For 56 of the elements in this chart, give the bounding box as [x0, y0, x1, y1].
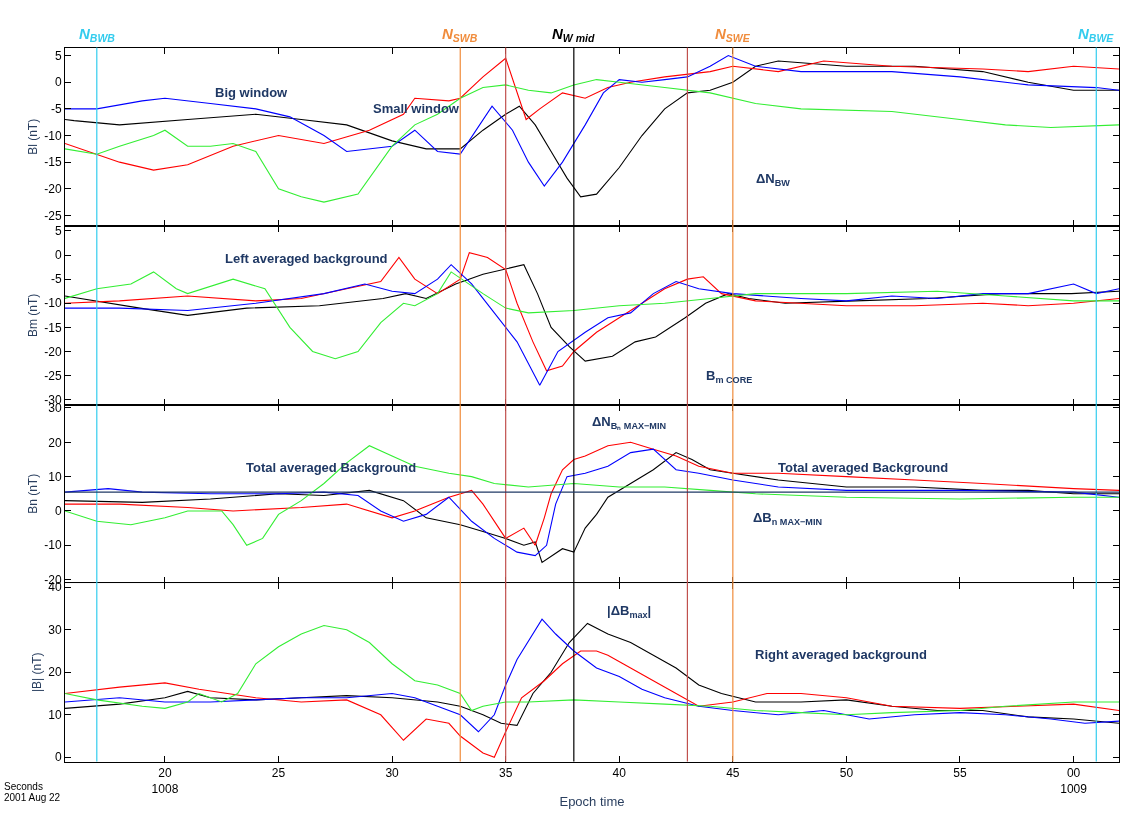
x-tick-label: 45 — [726, 765, 740, 780]
x-tick-label: 25 — [271, 765, 286, 780]
annotation: Total averaged Background — [246, 460, 417, 475]
x-tick-label: 40 — [612, 765, 627, 780]
ref-line-label: N$_{W mid}$ — [552, 25, 595, 45]
y-tick-label: -20 — [44, 344, 62, 359]
y-tick-label: 0 — [54, 75, 62, 90]
ref-line-label: N$_{BWB}$ — [79, 25, 116, 45]
y-tick-label: 30 — [48, 622, 62, 637]
y-tick-label: 0 — [54, 750, 62, 765]
y-tick-label: 10 — [48, 469, 62, 484]
y-tick-label: -20 — [44, 182, 62, 196]
x-tick-label: 55 — [953, 765, 967, 780]
text: 2001 Aug 22 — [4, 792, 61, 803]
x-tick-label: 35 — [499, 765, 513, 780]
y-axis-title: Bl (nT) — [25, 118, 40, 155]
y-tick-label: -10 — [44, 538, 62, 553]
y-tick-label: -15 — [44, 320, 62, 335]
y-tick-label: 0 — [54, 248, 62, 263]
line-series — [65, 264, 1119, 386]
y-tick-label: 10 — [48, 707, 62, 722]
text: Seconds — [4, 781, 43, 792]
ref-line-label: N$_{BWE}$ — [1078, 25, 1115, 45]
y-tick-label: -10 — [44, 128, 62, 143]
y-axis-title: Bm (nT) — [25, 293, 40, 337]
y-tick-label: -5 — [50, 272, 62, 287]
line-series — [65, 650, 1119, 758]
y-tick-label: 5 — [54, 224, 62, 239]
annotation: Left averaged background — [225, 251, 388, 266]
ref-line-label: N$_{SWB}$ — [442, 25, 478, 45]
y-tick-label: -15 — [44, 155, 62, 170]
x-tick-label: 00 1009 — [1060, 765, 1088, 796]
y-tick-label: 5 — [54, 48, 62, 63]
x-tick-label: 30 — [385, 765, 400, 780]
y-tick-label: 20 — [48, 435, 62, 450]
annotation: ΔN$_{BW}$ — [756, 171, 791, 188]
line-series — [65, 252, 1119, 372]
annotation: |ΔB$_{max}$| — [607, 603, 652, 620]
x-tick-label: 20 1008 — [151, 765, 179, 796]
y-tick-label: 20 — [48, 665, 62, 680]
y-axis-title: |B| (nT) — [29, 652, 44, 693]
y-tick-label: -5 — [50, 102, 62, 117]
annotation: Big window — [215, 85, 289, 100]
annotation: ΔB$_{n MAX−MIN}$ — [753, 510, 823, 527]
ref-line-label: N$_{SWE}$ — [715, 25, 751, 45]
y-tick-label: 0 — [54, 504, 62, 519]
x-tick-label: 50 — [839, 765, 854, 780]
annotation: Total averaged Background — [778, 460, 949, 475]
line-series — [65, 79, 1119, 203]
y-tick-label: -10 — [44, 296, 62, 311]
annotation: Right averaged background — [755, 647, 927, 662]
x-axis-title: Epoch time — [559, 794, 625, 810]
annotation: ΔN$_{Bₙ MAX−MIN}$ — [592, 414, 667, 431]
y-tick-label: -25 — [44, 208, 62, 223]
y-axis-title: Bn (nT) — [25, 473, 40, 514]
y-tick-label: -25 — [44, 368, 62, 383]
